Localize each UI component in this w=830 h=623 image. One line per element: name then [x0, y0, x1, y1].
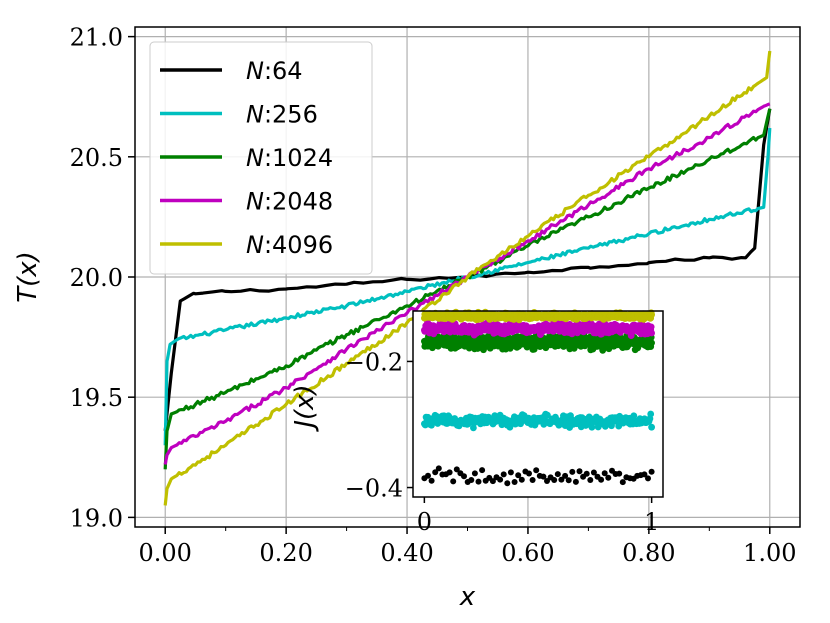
inset-point — [518, 476, 525, 483]
inset-point — [489, 478, 496, 485]
x-axis-label: x — [459, 582, 476, 612]
inset-point — [648, 311, 655, 319]
legend-label-prefix: N — [246, 231, 264, 259]
legend-label-suffix: :64 — [264, 57, 303, 85]
y-tick-label: 20.5 — [70, 144, 123, 172]
inset-point — [630, 412, 638, 420]
inset-point — [605, 474, 612, 481]
y-axis-label: T(x) — [13, 251, 43, 303]
inset-point — [432, 469, 439, 476]
legend-label-suffix: :2048 — [264, 188, 333, 216]
inset-points — [421, 308, 655, 487]
x-axis-ticks: 0.00 0.20 0.40 0.60 0.80 1.00 — [139, 527, 796, 567]
inset-point — [648, 339, 655, 347]
inset-point — [468, 477, 475, 483]
inset-point — [569, 468, 576, 475]
legend-label-prefix: N — [246, 57, 264, 85]
legend-label-suffix: :1024 — [264, 144, 333, 172]
inset-point — [590, 469, 597, 476]
inset-point — [475, 478, 482, 485]
inset-point — [504, 480, 511, 487]
legend-label: N:2048 — [246, 188, 333, 216]
legend-label-suffix: :4096 — [264, 231, 333, 259]
x-tick-label: 0.00 — [139, 539, 192, 567]
inset-point — [544, 411, 551, 419]
inset-point — [583, 470, 590, 477]
inset-point — [529, 477, 536, 483]
inset-point — [453, 466, 460, 473]
inset-point — [479, 467, 486, 474]
inset-point — [562, 472, 569, 479]
inset-point — [648, 468, 655, 475]
inset-point — [507, 469, 514, 476]
inset-point — [425, 472, 431, 479]
inset-point — [598, 476, 605, 483]
series-layer — [163, 50, 772, 506]
legend-label: N:256 — [246, 101, 318, 129]
inset-frame — [412, 310, 664, 498]
inset-point — [588, 423, 596, 431]
inset-point — [619, 479, 626, 486]
inset-point — [428, 477, 435, 484]
inset-point — [461, 473, 467, 480]
inset-y-axis-label: J(x) — [290, 384, 320, 432]
inset-point — [558, 476, 565, 483]
inset-point — [645, 475, 651, 482]
inset-point — [616, 470, 623, 477]
legend-label-prefix: N — [246, 144, 264, 172]
inset-point — [648, 423, 655, 431]
y-tick-label: 19.5 — [70, 384, 123, 412]
y-tick-label: 19.0 — [70, 504, 123, 532]
legend-label: N:4096 — [246, 231, 333, 259]
inset-point — [601, 470, 608, 477]
inset-y-tick-label: −0.2 — [345, 348, 403, 376]
legend-label-suffix: :256 — [264, 101, 318, 129]
y-axis-ticks: 19.0 19.5 20.0 20.5 21.0 — [70, 24, 135, 532]
inset-y-ticks: −0.2 −0.4 — [345, 348, 413, 503]
y-tick-label: 21.0 — [70, 24, 123, 52]
inset-point — [540, 473, 547, 480]
y-tick-label: 20.0 — [70, 264, 123, 292]
legend-label: N:1024 — [246, 144, 333, 172]
inset-point — [648, 329, 655, 337]
legend-label-prefix: N — [246, 188, 264, 216]
x-tick-label: 0.60 — [501, 539, 554, 567]
legend-label-prefix: N — [246, 101, 264, 129]
inset-point — [554, 471, 561, 478]
x-tick-label: 0.40 — [380, 539, 433, 567]
inset-point — [533, 467, 540, 474]
inset-point — [641, 471, 648, 478]
inset-point — [471, 470, 478, 477]
legend-box — [149, 41, 373, 275]
inset-x-tick-label: 1 — [644, 508, 659, 536]
x-tick-label: 0.80 — [622, 539, 675, 567]
inset-point — [450, 478, 457, 485]
inset-point — [551, 477, 558, 483]
x-tick-label: 0.20 — [259, 539, 312, 567]
inset-point — [576, 468, 583, 475]
inset-y-tick-label: −0.4 — [345, 475, 403, 503]
main-plot: 0.00 0.20 0.40 0.60 0.80 1.00 19.0 19.5 20.0 20.… — [13, 24, 801, 612]
inset-point — [565, 477, 572, 484]
inset-point — [497, 476, 504, 483]
inset-point — [511, 479, 518, 485]
legend-label: N:64 — [246, 57, 303, 85]
inset-x-tick-label: 0 — [417, 508, 432, 536]
inset-point — [572, 478, 579, 485]
inset-point — [647, 410, 655, 418]
inset-point — [446, 469, 453, 476]
x-tick-label: 1.00 — [743, 539, 796, 567]
inset-point — [435, 465, 442, 472]
series-line-4096 — [163, 50, 772, 506]
inset-point — [515, 472, 522, 479]
inset-point — [526, 470, 532, 477]
inset-point — [647, 323, 655, 331]
inset-point — [587, 477, 594, 483]
inset-point — [500, 471, 507, 478]
